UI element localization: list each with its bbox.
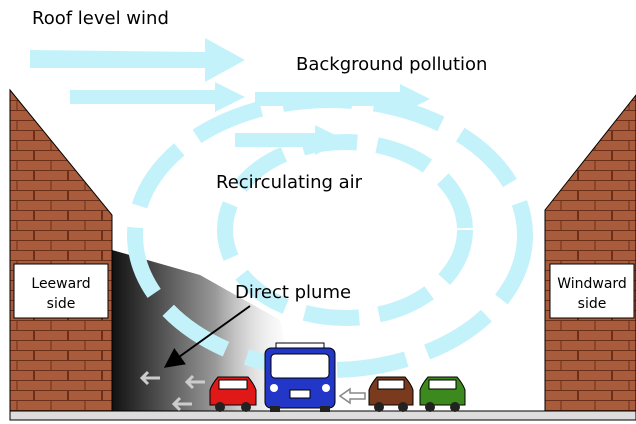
label-box	[13, 263, 109, 319]
label: Direct plume	[235, 282, 351, 303]
red-car	[209, 376, 257, 412]
windward-building	[544, 94, 636, 413]
label-box	[549, 263, 635, 319]
brown-car	[368, 376, 414, 412]
label: side	[47, 296, 76, 312]
label: Roof level wind	[32, 8, 169, 29]
exhaust-arrows	[338, 387, 366, 405]
road	[9, 410, 636, 421]
wind-arrows	[30, 38, 430, 155]
label: side	[578, 296, 607, 312]
exhaust-arrows	[139, 370, 205, 412]
leeward-building	[9, 88, 113, 413]
bus	[264, 342, 336, 412]
green-car	[419, 376, 466, 412]
label: Windward	[557, 276, 627, 292]
label: Recirculating air	[216, 172, 363, 193]
label: Background pollution	[296, 54, 487, 75]
plume-pointer	[163, 305, 251, 368]
label: Leeward	[31, 276, 90, 292]
